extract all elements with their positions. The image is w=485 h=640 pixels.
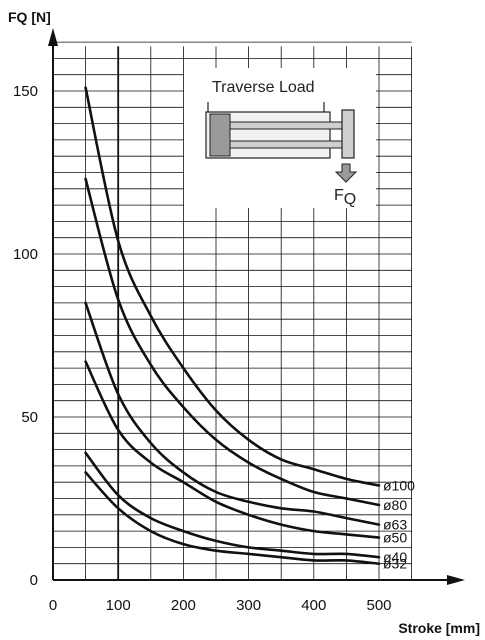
y-tick-label: 100 (13, 246, 38, 263)
curve-d50 (84, 360, 381, 539)
inset-title: Traverse Load (212, 79, 315, 96)
curve-d100 (84, 86, 381, 487)
axes (48, 28, 465, 585)
series-label: ø50 (383, 530, 407, 546)
y-tick-label: 50 (21, 409, 38, 426)
curves (84, 86, 381, 565)
load-arrow-icon (334, 163, 358, 183)
traverse-load-inset: Traverse Load FQ (184, 68, 376, 208)
x-tick-labels: 0 100 200 300 400 500 (49, 597, 392, 614)
y-axis-arrow (48, 28, 58, 46)
series-label: ø100 (383, 477, 415, 493)
series-label: ø63 (383, 517, 407, 533)
curve-d32 (84, 471, 381, 565)
force-label: FQ (334, 187, 356, 208)
x-tick-label: 100 (106, 597, 131, 614)
y-axis-title: FQ [N] (8, 9, 51, 25)
x-axis-title: Stroke [mm] (398, 620, 480, 636)
y-tick-label: 150 (13, 83, 38, 100)
x-tick-label: 0 (49, 597, 57, 614)
x-tick-label: 300 (236, 597, 261, 614)
x-tick-label: 500 (366, 597, 391, 614)
y-tick-label: 0 (30, 572, 38, 589)
series-label: ø32 (383, 556, 407, 572)
x-tick-label: 200 (171, 597, 196, 614)
cylinder-icon (205, 102, 355, 159)
y-tick-labels: 0 50 100 150 (13, 83, 38, 589)
series-label: ø40 (383, 549, 407, 565)
x-tick-label: 400 (301, 597, 326, 614)
x-axis-arrow (447, 575, 465, 585)
curve-d40 (84, 451, 381, 559)
series-label: ø80 (383, 497, 407, 513)
curve-d63 (84, 301, 381, 526)
curve-d80 (84, 177, 381, 507)
